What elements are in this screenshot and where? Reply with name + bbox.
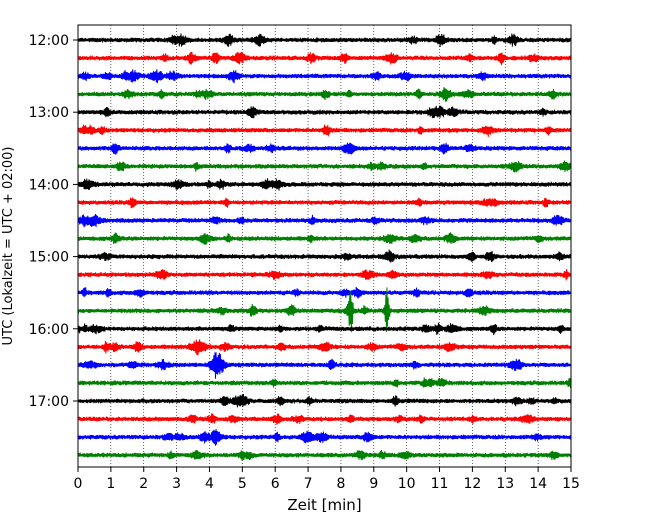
x-axis-label: Zeit [min] xyxy=(287,496,361,514)
trace-1700 xyxy=(77,394,572,408)
trace-1400 xyxy=(77,178,572,191)
trace-1645 xyxy=(77,377,572,389)
x-tick-label: 15 xyxy=(562,476,580,492)
y-tick-label: 15:00 xyxy=(29,250,69,266)
x-tick-label: 5 xyxy=(238,476,247,492)
trace-1600 xyxy=(77,322,572,336)
x-tick-label: 13 xyxy=(496,476,514,492)
plot-frame xyxy=(77,24,572,468)
x-axis-ticks: 0 1 2 3 4 5 6 7 8 9 10 11 12 13 14 15 xyxy=(74,467,580,492)
trace-1630 xyxy=(77,352,572,379)
x-tick-label: 0 xyxy=(74,476,83,492)
trace-1500 xyxy=(77,249,572,263)
y-tick-label: 16:00 xyxy=(29,322,69,338)
x-tick-label: 2 xyxy=(139,476,148,492)
trace-1445 xyxy=(77,232,572,245)
x-tick-label: 10 xyxy=(398,476,416,492)
x-tick-label: 14 xyxy=(529,476,547,492)
x-tick-label: 9 xyxy=(369,476,378,492)
trace-1530 xyxy=(77,286,572,299)
trace-1715 xyxy=(77,413,572,425)
trace-1215 xyxy=(77,51,572,66)
y-tick-label: 17:00 xyxy=(29,394,69,410)
y-tick-label: 12:00 xyxy=(29,33,69,49)
x-tick-label: 4 xyxy=(205,476,214,492)
trace-1430 xyxy=(77,213,572,228)
x-tick-label: 7 xyxy=(304,476,313,492)
trace-1615 xyxy=(77,339,572,356)
x-tick-label: 3 xyxy=(172,476,181,492)
trace-1730 xyxy=(77,429,572,446)
x-tick-label: 6 xyxy=(271,476,280,492)
trace-1245 xyxy=(77,86,572,102)
trace-1745 xyxy=(77,450,572,461)
y-axis-ticks: 12:00 13:00 14:00 15:00 16:00 17:00 xyxy=(29,33,78,410)
trace-1545 xyxy=(77,287,572,333)
trace-1515 xyxy=(77,269,572,281)
seismic-traces xyxy=(77,33,572,461)
trace-1230 xyxy=(77,69,572,84)
trace-1200 xyxy=(77,33,572,47)
x-tick-label: 12 xyxy=(463,476,481,492)
trace-1315 xyxy=(77,124,572,137)
x-tick-label: 1 xyxy=(106,476,115,492)
trace-1345 xyxy=(77,160,572,173)
y-tick-label: 14:00 xyxy=(29,177,69,193)
trace-1415 xyxy=(77,197,572,209)
trace-1300 xyxy=(77,105,572,119)
y-axis-label: UTC (Lokalzeit = UTC + 02:00) xyxy=(1,147,16,346)
y-tick-label: 13:00 xyxy=(29,105,69,121)
x-tick-label: 8 xyxy=(336,476,345,492)
trace-1330 xyxy=(77,142,572,155)
x-tick-label: 11 xyxy=(431,476,449,492)
